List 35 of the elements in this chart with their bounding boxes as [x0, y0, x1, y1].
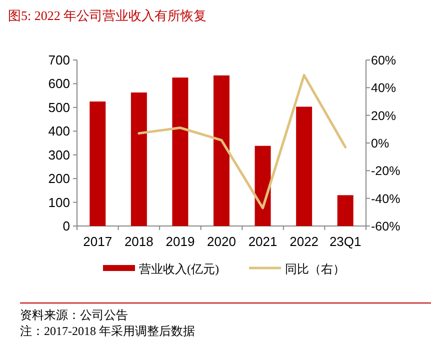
text: 注：2017-2018 年采用调整后数据 [20, 324, 195, 338]
y-tick-label: 200 [48, 171, 70, 186]
y-tick-label: 0 [62, 218, 70, 234]
y2-tick-label: -60% [371, 220, 400, 234]
y-tick-label: 300 [48, 147, 70, 162]
y2-tick-label: 60% [371, 54, 396, 68]
y-tick-label: 500 [48, 100, 70, 115]
y-tick-label: 400 [48, 124, 70, 139]
bar [130, 92, 147, 226]
x-tick-label: 23Q1 [329, 234, 362, 249]
legend-label: 同比（右） [285, 262, 345, 276]
legend-label: 营业收入(亿元) [139, 262, 219, 276]
x-tick-label: 2018 [124, 234, 154, 249]
y2-tick-label: 40% [371, 81, 396, 96]
bar [172, 78, 188, 226]
bar [337, 195, 354, 226]
y2-tick-label: -20% [371, 164, 400, 178]
bar [90, 102, 106, 226]
text: 资料来源：公司公告 [20, 308, 128, 322]
y2-tick-label: 0% [371, 136, 390, 150]
x-tick-label: 2020 [207, 234, 236, 249]
y2-tick-label: -40% [371, 192, 400, 206]
x-tick-label: 2021 [248, 234, 278, 249]
y-tick-label: 600 [48, 76, 70, 92]
bar [254, 146, 271, 226]
x-tick-label: 2017 [83, 234, 112, 249]
bar [296, 106, 312, 226]
chart-title: 图5: 2022 年公司营业收入有所恢复 [8, 8, 207, 23]
y-tick-label: 100 [48, 194, 70, 210]
y2-tick-label: 20% [371, 108, 396, 123]
x-tick-label: 2022 [290, 234, 319, 249]
bar [214, 75, 230, 226]
line-series [138, 74, 347, 210]
y-tick-label: 700 [48, 52, 70, 68]
x-tick-label: 2019 [166, 234, 195, 249]
